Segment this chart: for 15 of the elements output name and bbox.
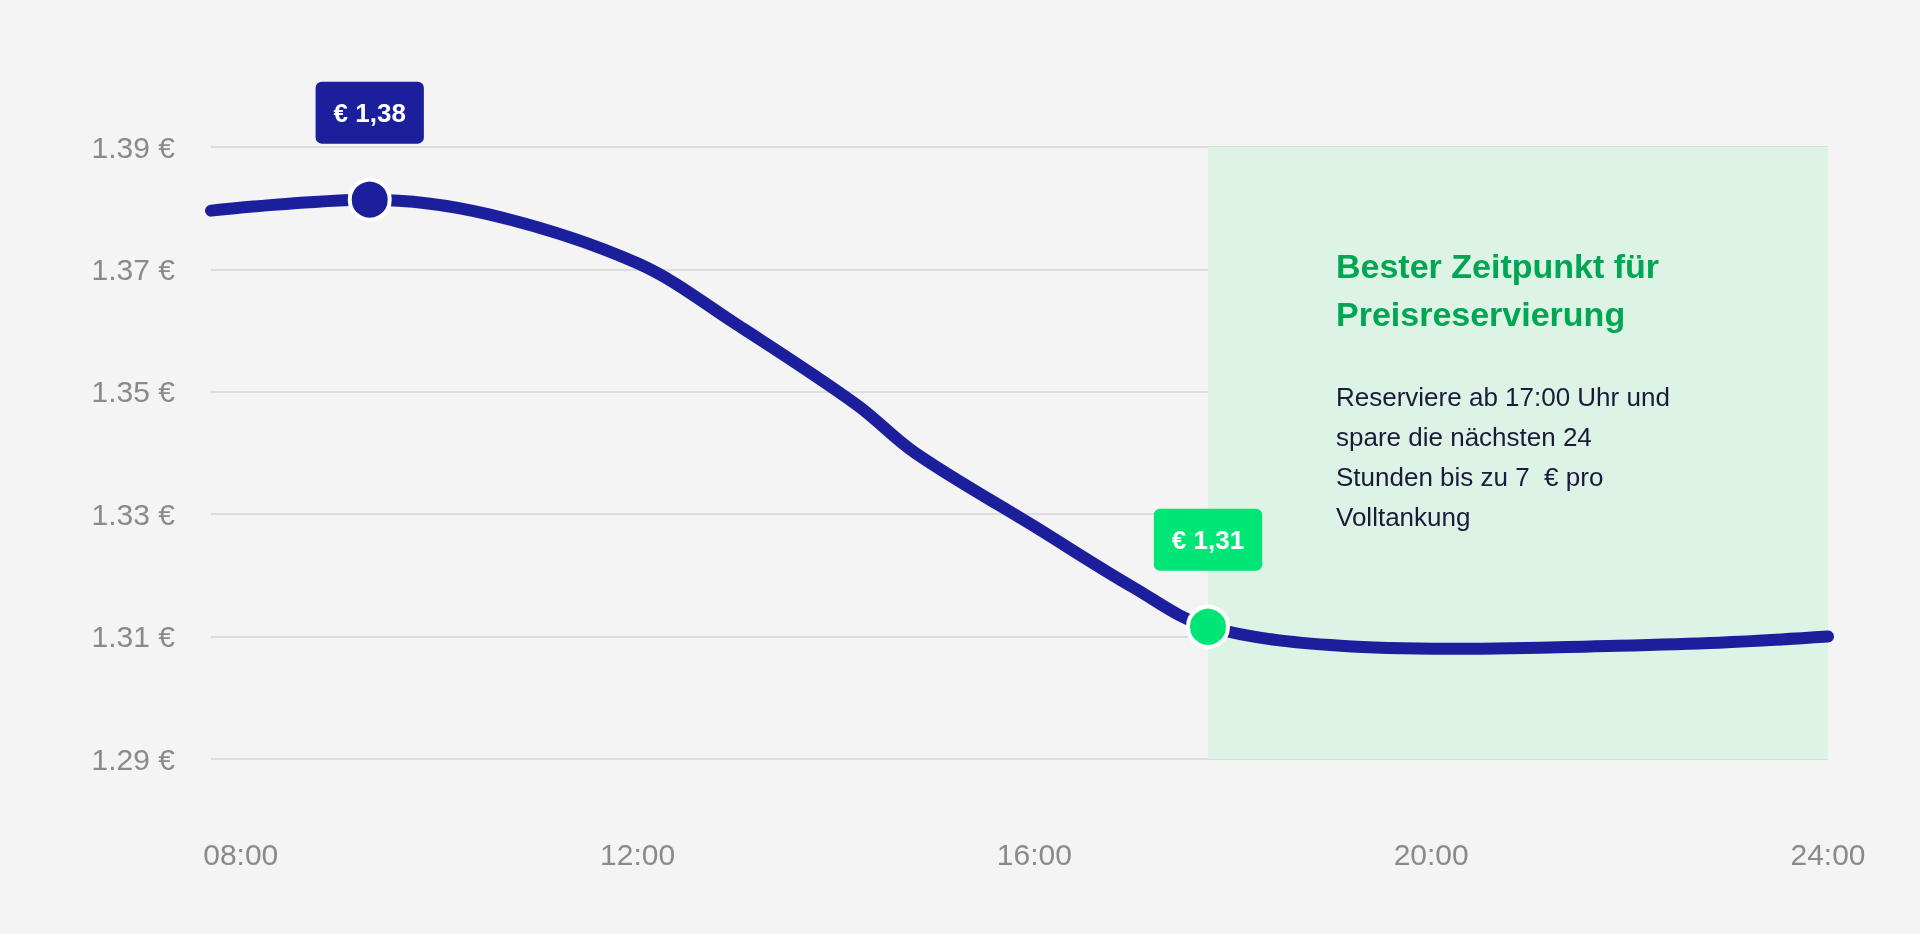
y-tick-label: 1.29 € — [91, 742, 176, 776]
band-label: Bester Zeitpunkt für Preisreservierung — [1335, 247, 1669, 333]
x-tick-label: 12:00 — [600, 837, 676, 871]
y-tick-label: 1.35 € — [91, 375, 176, 409]
x-tick-label: 24:00 — [1790, 837, 1866, 871]
y-tick-label: 1.37 € — [91, 252, 176, 286]
y-tick-label: 1.33 € — [91, 497, 176, 531]
x-tick-label: 16:00 — [996, 837, 1072, 871]
x-tick-label: 08:00 — [203, 837, 279, 871]
annotation: Reserviere ab 17:00 Uhr und spare die nächsten 24 Stunden bis zu 7 € pro Volltankung — [1335, 382, 1678, 532]
data-label: € 1,31 — [1171, 524, 1245, 555]
y-tick-label: 1.31 € — [91, 620, 176, 654]
y-tick-label: 1.39 € — [91, 130, 176, 164]
data-label: € 1,38 — [333, 97, 406, 128]
x-tick-label: 20:00 — [1393, 837, 1469, 871]
